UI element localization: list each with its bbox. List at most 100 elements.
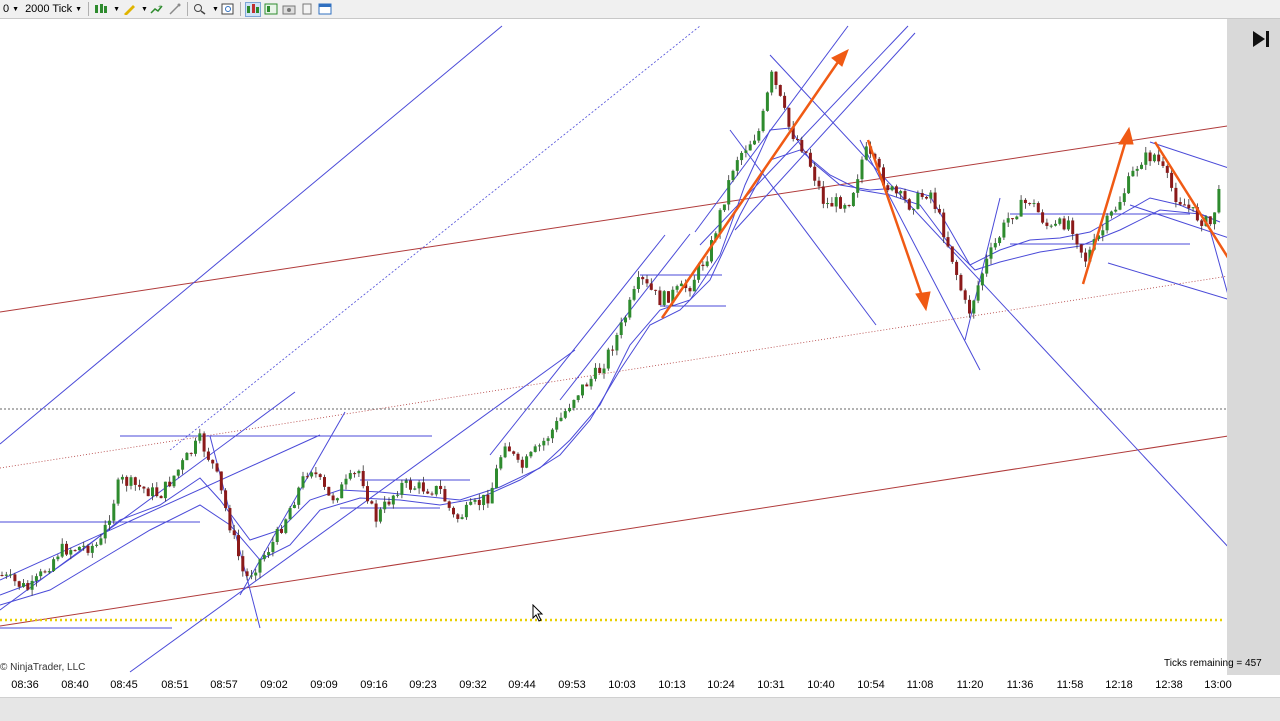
- candle-body: [482, 494, 486, 506]
- chevron-down-icon[interactable]: ▼: [141, 5, 148, 13]
- regression-channel[interactable]: [0, 117, 1280, 627]
- candle-body: [129, 477, 133, 486]
- candle-body: [189, 452, 193, 454]
- price-chart-panel[interactable]: [0, 19, 1280, 675]
- time-axis-label: 09:09: [310, 679, 338, 691]
- candle-body: [959, 274, 963, 291]
- candle-body: [968, 299, 971, 314]
- candle-body: [103, 524, 107, 539]
- drawing-tool-button[interactable]: [121, 2, 137, 17]
- candle-body: [292, 504, 296, 509]
- candle-body: [52, 559, 56, 572]
- data-box-button[interactable]: [220, 2, 236, 17]
- candle-body: [116, 479, 120, 504]
- wand-icon: [169, 3, 181, 15]
- candle-body: [254, 572, 258, 576]
- order-panel-button[interactable]: [263, 2, 279, 17]
- candle-body: [589, 378, 593, 387]
- candlestick-series[interactable]: [0, 70, 1221, 596]
- candle-body: [125, 476, 129, 486]
- candle-body: [714, 233, 718, 241]
- candle-body: [576, 395, 580, 401]
- candle-body: [765, 92, 769, 111]
- candle-body: [598, 367, 602, 374]
- bar-type-button[interactable]: [93, 2, 109, 17]
- channel-upper-line[interactable]: [0, 117, 1280, 313]
- candle-body: [581, 384, 584, 396]
- candle-body: [851, 192, 855, 207]
- camera-icon: [282, 5, 296, 15]
- candle-body: [301, 476, 305, 488]
- candle-body: [1217, 188, 1221, 213]
- window-icon: [318, 3, 332, 15]
- candle-body: [39, 571, 43, 577]
- candle-body: [452, 507, 455, 515]
- snapshot-button[interactable]: [281, 2, 297, 17]
- candle-body: [1118, 202, 1122, 210]
- time-axis-label: 10:31: [757, 679, 785, 691]
- candle-body: [297, 487, 301, 505]
- candle-body: [593, 367, 597, 379]
- candle-body: [1127, 176, 1131, 194]
- time-axis-label: 08:40: [61, 679, 89, 691]
- strategy-button[interactable]: [167, 2, 183, 17]
- candle-body: [151, 487, 154, 497]
- chevron-down-icon[interactable]: ▼: [211, 5, 219, 13]
- candle-body: [516, 453, 520, 460]
- candle-body: [980, 273, 984, 286]
- candle-body: [989, 247, 993, 259]
- time-axis-label: 10:03: [608, 679, 636, 691]
- candle-body: [400, 482, 404, 495]
- candle-body: [722, 204, 726, 211]
- indicator-plus-icon: +: [150, 4, 163, 14]
- chart-trader-button[interactable]: [244, 1, 261, 17]
- candle-body: [636, 277, 640, 290]
- instrument-dropdown[interactable]: 0 ▼: [0, 1, 22, 17]
- candle-body: [310, 472, 314, 477]
- candle-body: [211, 459, 215, 464]
- candle-body: [280, 529, 283, 533]
- zoom-button[interactable]: [192, 2, 208, 17]
- candle-body: [993, 243, 997, 248]
- document-icon: [302, 3, 312, 15]
- instrument-dropdown-label: 0: [3, 3, 10, 15]
- interval-dropdown[interactable]: 2000 Tick ▼: [22, 1, 85, 17]
- candle-body: [1157, 154, 1161, 162]
- candle-body: [542, 440, 546, 446]
- candle-body: [972, 300, 976, 314]
- time-axis-label: 08:57: [210, 679, 238, 691]
- toolbar-divider: [239, 2, 241, 16]
- candle-body: [30, 580, 34, 590]
- candle-body: [675, 286, 679, 290]
- candle-body: [495, 468, 498, 488]
- properties-button[interactable]: [299, 2, 315, 17]
- candle-body: [787, 107, 791, 127]
- candle-body: [391, 495, 395, 505]
- add-indicator-button[interactable]: +: [149, 2, 165, 17]
- price-scale-panel[interactable]: [1227, 19, 1280, 675]
- candle-body: [245, 571, 249, 577]
- candle-body: [821, 186, 825, 204]
- trendlines[interactable]: [0, 25, 1280, 673]
- time-axis-label: 10:54: [857, 679, 885, 691]
- channel-lower-line[interactable]: [0, 427, 1280, 627]
- candle-body: [568, 407, 572, 412]
- candle-body: [335, 498, 339, 501]
- chevron-down-icon[interactable]: ▼: [113, 5, 121, 13]
- candle-body: [632, 289, 636, 300]
- candle-body: [464, 504, 468, 518]
- time-axis[interactable]: 08:36 08:40 08:45 08:51 08:57 09:02 09:09 09:16…: [0, 675, 1280, 697]
- chart-toolbar: 0 ▼ 2000 Tick ▼ ▼ ▼ + ▼: [0, 0, 1280, 19]
- orange-arrows[interactable]: [660, 48, 1280, 341]
- candle-body: [4, 574, 8, 576]
- scroll-to-end-button[interactable]: [1249, 27, 1273, 51]
- candle-body: [1084, 252, 1088, 262]
- workspace-button[interactable]: [317, 2, 333, 17]
- candle-body: [520, 459, 524, 468]
- candle-body: [667, 291, 670, 303]
- candle-body: [1144, 152, 1148, 165]
- candle-body: [796, 139, 799, 141]
- candle-body: [142, 486, 146, 489]
- candle-body: [1058, 218, 1062, 224]
- time-axis-label: 10:24: [707, 679, 735, 691]
